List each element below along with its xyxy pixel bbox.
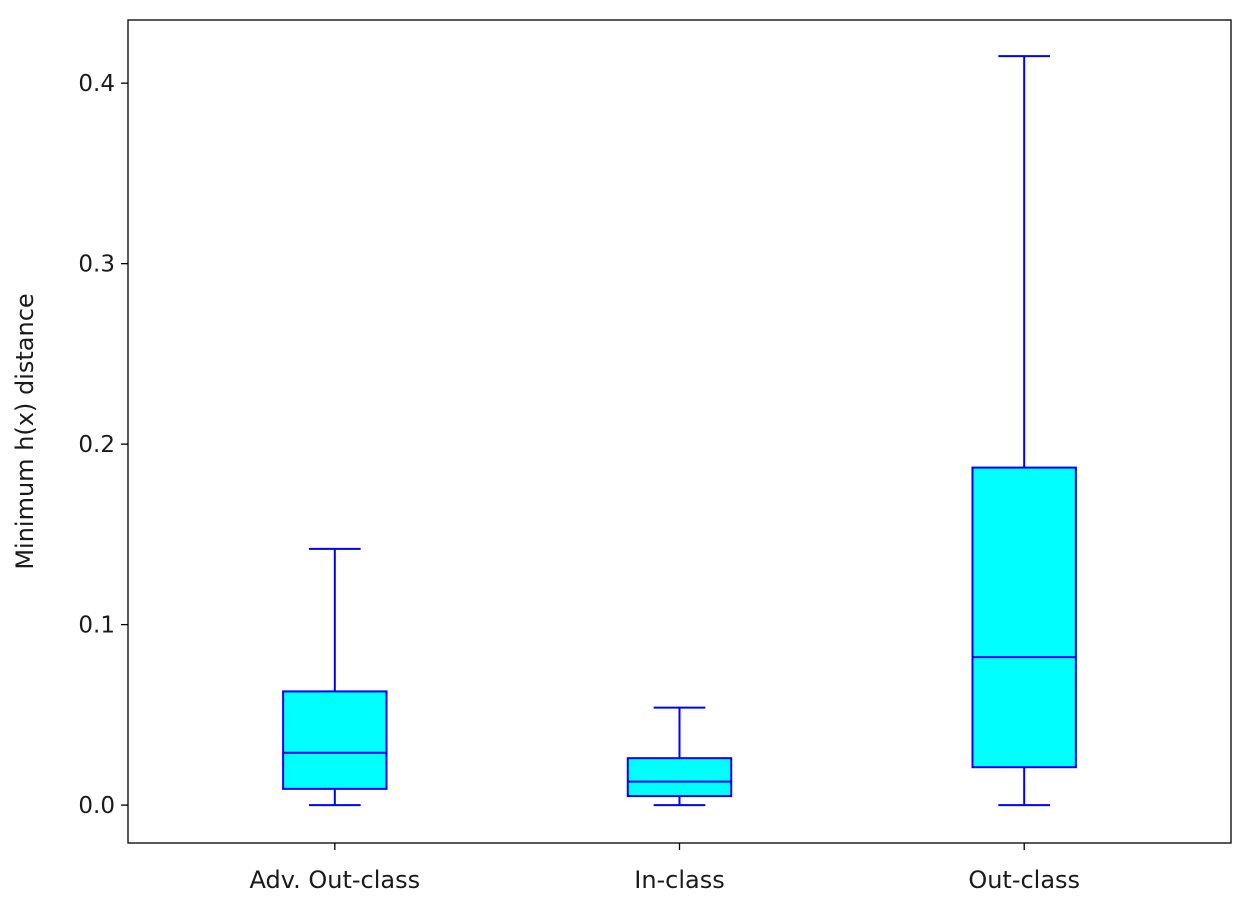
y-axis-label: Minimum h(x) distance bbox=[11, 293, 39, 569]
y-axis: 0.0 0.1 0.2 0.3 0.4 bbox=[78, 71, 128, 819]
x-tick-label: Adv. Out-class bbox=[250, 866, 421, 894]
y-tick-label: 0.2 bbox=[78, 432, 115, 458]
y-tick-label: 0.4 bbox=[78, 71, 115, 97]
x-tick-label: In-class bbox=[634, 866, 725, 894]
x-tick-label: Out-class bbox=[968, 866, 1080, 894]
iqr-box bbox=[282, 690, 388, 790]
iqr-box bbox=[971, 466, 1077, 769]
x-axis: Adv. Out-class In-class Out-class bbox=[250, 843, 1080, 894]
boxes-layer bbox=[282, 55, 1077, 807]
y-tick-label: 0.0 bbox=[78, 793, 115, 819]
y-tick-label: 0.3 bbox=[78, 252, 115, 278]
box-group bbox=[282, 547, 388, 807]
plot-frame bbox=[127, 19, 1232, 844]
box-group bbox=[971, 55, 1077, 807]
iqr-box bbox=[626, 757, 733, 798]
y-tick-label: 0.1 bbox=[78, 613, 115, 639]
box-group bbox=[626, 706, 733, 807]
